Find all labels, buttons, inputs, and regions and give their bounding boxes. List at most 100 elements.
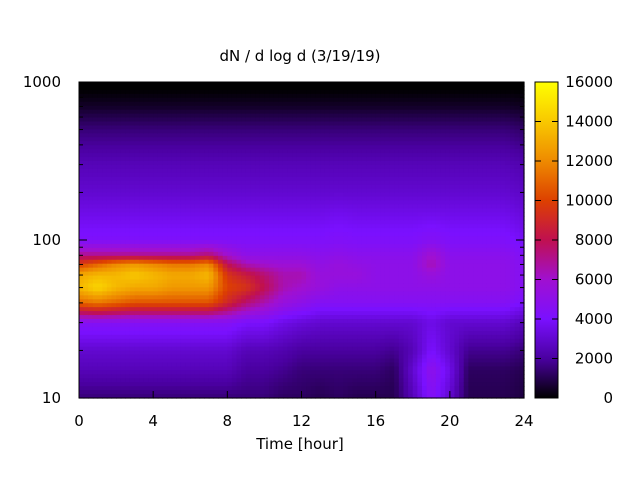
heatmap-cell [320,303,326,308]
heatmap-cell [125,113,131,119]
heatmap-cell [259,378,266,383]
heatmap-cell [357,259,363,265]
heatmap-cell [88,299,94,304]
heatmap-cell [180,299,187,304]
heatmap-cell [92,342,99,348]
heatmap-cell [194,354,201,360]
heatmap-cell [333,133,340,138]
heatmap-cell [106,346,113,352]
heatmap-cell [180,303,187,308]
heatmap-cell [329,291,335,296]
heatmap-cell [208,251,215,257]
heatmap-cell [106,109,113,115]
heatmap-cell [306,334,312,340]
heatmap-cell [357,236,363,241]
heatmap-cell [97,378,103,383]
heatmap-cell [352,350,358,356]
heatmap-cell [278,129,284,134]
heatmap-cell [333,319,340,324]
heatmap-cell [231,117,238,123]
heatmap-cell [231,204,238,209]
heatmap-cell [143,386,150,391]
heatmap-cell [329,149,335,154]
heatmap-cell [236,299,242,304]
heatmap-cell [134,157,140,162]
heatmap-cell [185,267,191,273]
heatmap-cell [162,240,168,245]
heatmap-cell [282,299,289,304]
heatmap-cell [301,386,307,391]
heatmap-cell [236,342,242,348]
heatmap-cell [352,141,358,146]
heatmap-cell [352,330,358,336]
heatmap-cell [338,125,344,130]
heatmap-cell [102,204,108,209]
heatmap-cell [208,334,215,340]
heatmap-cell [310,338,317,344]
heatmap-cell [157,109,164,115]
heatmap-cell [287,236,293,241]
heatmap-cell [241,251,247,257]
heatmap-cell [357,97,363,103]
heatmap-cell [269,149,275,154]
heatmap-cell [204,255,210,261]
heatmap-cell [227,125,233,130]
heatmap-cell [259,303,266,308]
heatmap-cell [273,168,279,174]
heatmap-cell [222,117,228,123]
heatmap-cell [143,212,150,217]
heatmap-cell [320,240,326,245]
heatmap-cell [83,232,89,237]
heatmap-cell [83,212,89,217]
heatmap-cell [259,263,266,269]
heatmap-cell [259,259,266,265]
heatmap-cell [190,374,196,379]
heatmap-cell [324,180,330,186]
heatmap-cell [315,263,321,269]
heatmap-cell [204,89,210,95]
heatmap-cell [204,394,210,399]
heatmap-cell [157,303,164,308]
heatmap-cell [199,354,205,360]
heatmap-cell [245,236,252,241]
heatmap-cell [273,358,279,364]
heatmap-cell [190,82,196,87]
heatmap-cell [92,145,99,150]
heatmap-cell [139,85,145,91]
heatmap-cell [227,121,233,127]
heatmap-cell [287,101,293,107]
heatmap-cell [306,208,312,213]
heatmap-cell [352,121,358,127]
heatmap-cell [180,236,187,241]
heatmap-cell [208,89,215,95]
heatmap-cell [236,394,242,399]
heatmap-cell [320,394,326,399]
heatmap-cell [310,89,317,95]
heatmap-cell [282,82,289,87]
heatmap-cell [92,153,99,158]
heatmap-cell [329,307,335,312]
heatmap-cell [157,228,164,233]
heatmap-cell [324,89,330,95]
heatmap-cell [245,346,252,352]
heatmap-cell [194,133,201,138]
heatmap-cell [88,283,94,288]
heatmap-cell [157,287,164,292]
heatmap-cell [333,334,340,340]
heatmap-cell [306,315,312,320]
heatmap-cell [273,382,279,387]
heatmap-cell [180,295,187,300]
heatmap-cell [106,295,113,300]
heatmap-cell [171,303,177,308]
heatmap-cell [241,184,247,190]
heatmap-cell [153,311,159,316]
heatmap-cell [125,240,131,245]
heatmap-cell [310,374,317,379]
heatmap-cell [180,378,187,383]
heatmap-cell [92,291,99,296]
heatmap-cell [259,85,266,91]
heatmap-cell [264,192,270,198]
heatmap-cell [236,247,242,253]
heatmap-cell [171,208,177,213]
heatmap-cell [171,299,177,304]
